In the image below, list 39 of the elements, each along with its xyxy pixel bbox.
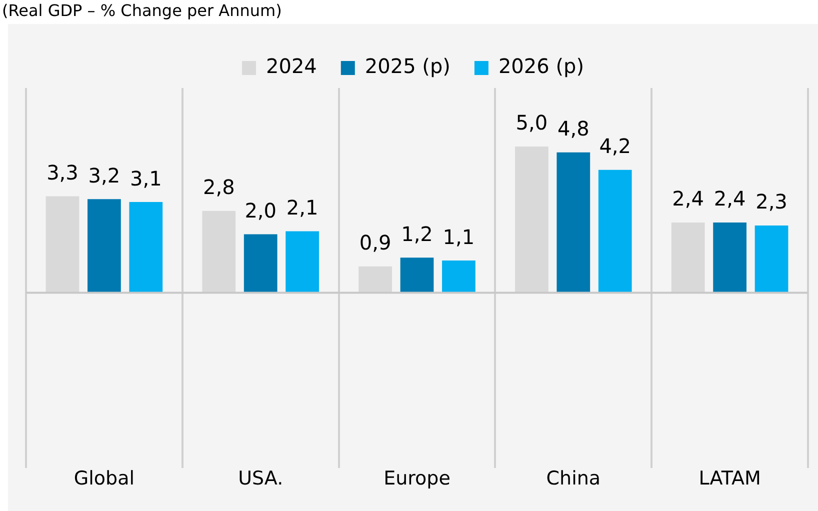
bar bbox=[202, 210, 236, 293]
data-label: 4,2 bbox=[599, 134, 632, 158]
data-label: 3,1 bbox=[130, 166, 162, 190]
chart-title: (Real GDP – % Change per Annum) bbox=[2, 1, 282, 21]
data-label: 3,2 bbox=[88, 163, 120, 188]
x-tick-label: USA. bbox=[238, 468, 284, 490]
legend-label: 2025 (p) bbox=[364, 54, 450, 78]
bar bbox=[358, 266, 392, 293]
data-label: 0,9 bbox=[359, 230, 392, 255]
x-tick-label: China bbox=[546, 468, 601, 490]
data-label: 2,4 bbox=[672, 186, 704, 211]
data-label: 4,8 bbox=[557, 116, 590, 141]
legend-label: 2024 bbox=[266, 54, 317, 78]
bar bbox=[244, 234, 278, 293]
x-tick-label: Global bbox=[74, 468, 135, 490]
bar bbox=[515, 146, 548, 293]
bar bbox=[442, 260, 476, 293]
x-tick-label: Europe bbox=[384, 468, 450, 490]
legend-label: 2026 (p) bbox=[498, 54, 584, 78]
bar bbox=[598, 170, 632, 293]
bar bbox=[754, 225, 788, 293]
bar bbox=[286, 231, 319, 293]
bar bbox=[400, 258, 434, 293]
data-label: 1,1 bbox=[442, 224, 475, 249]
bar bbox=[556, 152, 590, 293]
data-label: 3,3 bbox=[46, 160, 78, 184]
data-label: 2,4 bbox=[714, 186, 746, 211]
x-tick-label: LATAM bbox=[698, 468, 761, 490]
data-label: 1,2 bbox=[401, 222, 433, 246]
bar bbox=[713, 222, 746, 293]
data-label: 2,0 bbox=[244, 198, 277, 222]
bar bbox=[671, 222, 705, 293]
data-label: 2,8 bbox=[202, 175, 235, 200]
data-label: 2,1 bbox=[286, 196, 318, 220]
data-label: 5,0 bbox=[516, 110, 548, 135]
bar bbox=[129, 202, 163, 293]
bar bbox=[46, 196, 80, 293]
bar bbox=[88, 199, 121, 293]
data-label: 2,3 bbox=[756, 190, 788, 214]
